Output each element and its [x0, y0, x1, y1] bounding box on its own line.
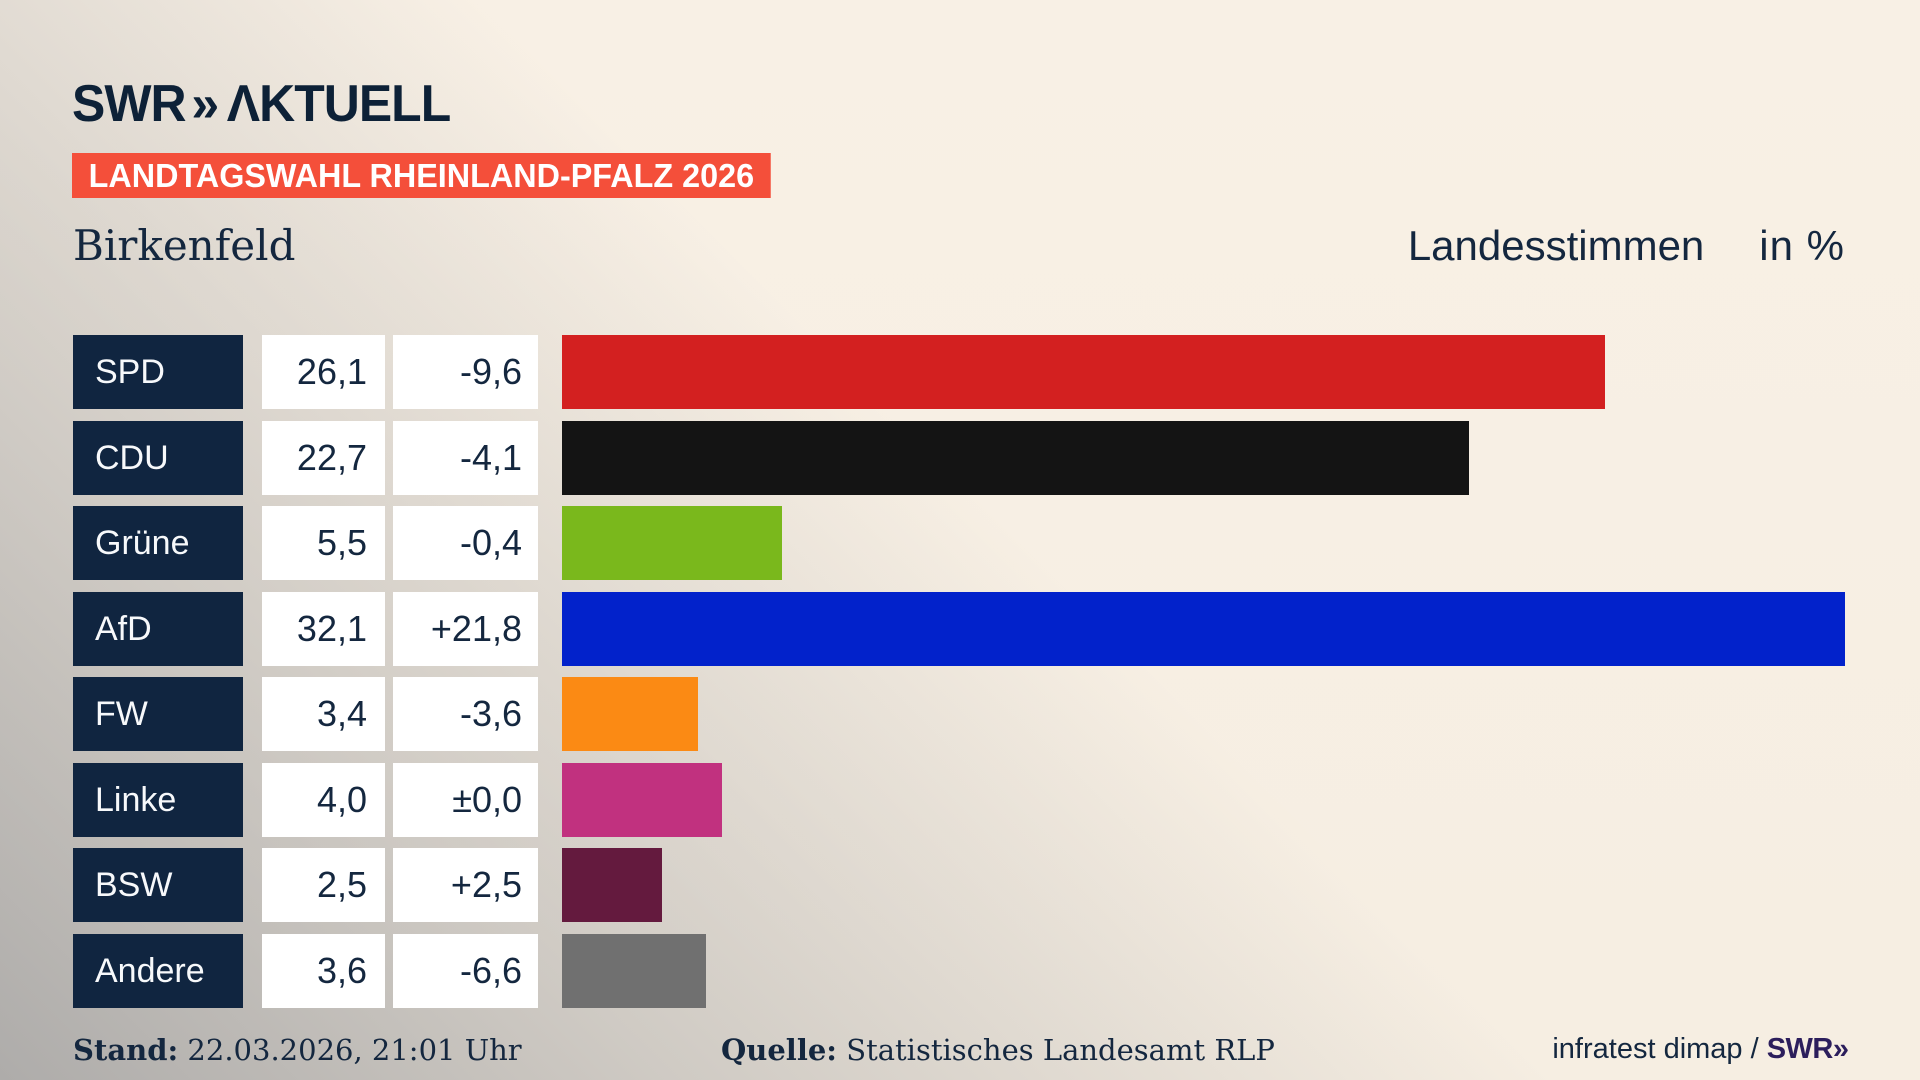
source-info: Quelle: Statistisches Landesamt RLP [721, 1033, 1275, 1067]
subhead-row: Birkenfeld Landesstimmen in % [73, 221, 1845, 270]
unit-label: in % [1759, 222, 1845, 269]
table-row: CDU 22,7 -4,1 [0, 421, 1920, 495]
table-row: Grüne 5,5 -0,4 [0, 506, 1920, 580]
party-change: +2,5 [393, 848, 538, 922]
swr-aktuell-logo: SWR» ΛKTUELL [72, 74, 451, 134]
logo-chevrons-icon: » [191, 75, 219, 133]
table-row: FW 3,4 -3,6 [0, 677, 1920, 751]
footer-logo-chevrons-icon: » [1832, 1033, 1849, 1065]
table-row: Linke 4,0 ±0,0 [0, 763, 1920, 837]
party-label: Andere [73, 934, 243, 1008]
table-row: AfD 32,1 +21,8 [0, 592, 1920, 666]
party-label: Grüne [73, 506, 243, 580]
party-percentage: 26,1 [262, 335, 385, 409]
region-title: Birkenfeld [73, 221, 296, 270]
result-bar [562, 592, 1845, 666]
party-label: AfD [73, 592, 243, 666]
credit-text: infratest dimap / [1552, 1033, 1759, 1065]
party-label: BSW [73, 848, 243, 922]
result-bar [562, 763, 722, 837]
measure-label: Landesstimmen [1407, 222, 1705, 269]
party-percentage: 3,6 [262, 934, 385, 1008]
result-bar [562, 335, 1605, 409]
swr-footer-logo: SWR» [1766, 1033, 1849, 1065]
party-percentage: 22,7 [262, 421, 385, 495]
party-label: FW [73, 677, 243, 751]
logo-suffix: ΛKTUELL [226, 75, 451, 133]
source-label: Quelle: [721, 1033, 837, 1067]
result-bar [562, 421, 1469, 495]
credit-info: infratest dimap / SWR» [1552, 1033, 1849, 1066]
footer-logo-brand: SWR [1766, 1033, 1834, 1065]
party-label: Linke [73, 763, 243, 837]
election-banner: LANDTAGSWAHL RHEINLAND-PFALZ 2026 [72, 153, 771, 198]
party-change: +21,8 [393, 592, 538, 666]
party-label: SPD [73, 335, 243, 409]
party-change: ±0,0 [393, 763, 538, 837]
table-row: BSW 2,5 +2,5 [0, 848, 1920, 922]
result-bar [562, 934, 706, 1008]
table-row: Andere 3,6 -6,6 [0, 934, 1920, 1008]
table-row: SPD 26,1 -9,6 [0, 335, 1920, 409]
source-value: Statistisches Landesamt RLP [846, 1033, 1275, 1067]
party-percentage: 5,5 [262, 506, 385, 580]
party-change: -6,6 [393, 934, 538, 1008]
party-percentage: 2,5 [262, 848, 385, 922]
party-change: -4,1 [393, 421, 538, 495]
party-change: -0,4 [393, 506, 538, 580]
result-bar [562, 506, 782, 580]
party-label: CDU [73, 421, 243, 495]
result-bar [562, 848, 662, 922]
party-change: -3,6 [393, 677, 538, 751]
party-percentage: 32,1 [262, 592, 385, 666]
measure-group: Landesstimmen in % [1408, 222, 1845, 270]
stand-label: Stand: [73, 1033, 179, 1067]
logo-brand: SWR [72, 75, 187, 133]
party-percentage: 3,4 [262, 677, 385, 751]
stand-value: 22.03.2026, 21:01 Uhr [187, 1033, 522, 1067]
party-change: -9,6 [393, 335, 538, 409]
party-percentage: 4,0 [262, 763, 385, 837]
stand-info: Stand: 22.03.2026, 21:01 Uhr [73, 1033, 522, 1067]
result-bar [562, 677, 698, 751]
